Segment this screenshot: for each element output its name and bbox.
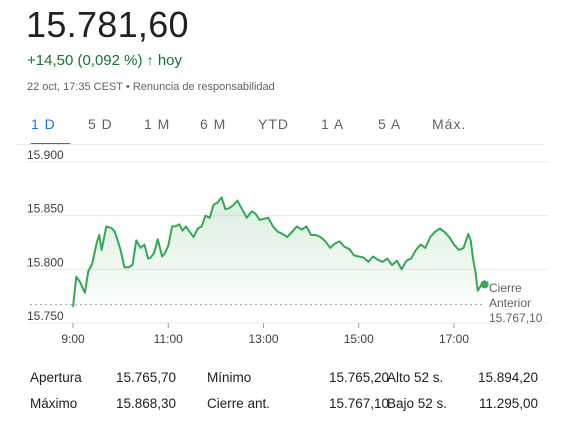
stat-value-minimo: 15.765,20 <box>328 370 389 385</box>
x-axis-ticks: 9:00 11:00 13:00 15:00 17:00 <box>61 323 469 346</box>
range-tabs: 1 D 5 D 1 M 6 M YTD 1 A 5 A Máx. <box>16 114 526 145</box>
price-area-fill <box>73 197 482 307</box>
tab-5a[interactable]: 5 A <box>378 116 402 132</box>
separator-dot: • <box>126 81 130 93</box>
stat-value-bajo-52: 11.295,00 <box>478 396 538 411</box>
last-price-point <box>480 280 489 289</box>
x-tick-label: 15:00 <box>344 332 374 346</box>
tab-5d[interactable]: 5 D <box>88 116 113 132</box>
stat-label-bajo-52: Bajo 52 s. <box>387 396 448 411</box>
price-change-value: +14,50 (0,092 %) <box>27 52 143 69</box>
disclaimer-link[interactable]: Renuncia de responsabilidad <box>132 81 275 93</box>
tab-6m[interactable]: 6 M <box>200 116 227 132</box>
stat-value-apertura: 15.765,70 <box>115 370 176 385</box>
y-tick-label: 15.750 <box>27 309 64 323</box>
price-change: +14,50 (0,092 %) ↑ hoy <box>27 50 182 71</box>
tab-ytd[interactable]: YTD <box>258 116 289 132</box>
x-tick-label: 13:00 <box>248 332 278 346</box>
tabs-divider <box>16 144 543 145</box>
stat-label-cierre-ant: Cierre ant. <box>207 396 271 411</box>
timestamp: 22 oct, 17:35 CEST <box>27 81 123 93</box>
price-change-period: hoy <box>157 52 183 69</box>
stat-label-maximo: Máximo <box>30 396 78 411</box>
previous-close-label-line: Anterior <box>489 296 531 310</box>
y-tick-label: 15.850 <box>27 202 64 216</box>
price-chart[interactable]: 15.900 15.850 15.800 15.750 9:00 11:00 13:00 1… <box>0 150 561 350</box>
tab-1d[interactable]: 1 D <box>31 116 56 132</box>
x-tick-label: 17:00 <box>439 332 469 346</box>
y-axis-ticks: 15.900 15.850 15.800 15.750 <box>27 150 64 323</box>
price-meta: 22 oct, 17:35 CEST • Renuncia de responsab… <box>27 80 275 94</box>
current-price: 15.781,60 <box>26 4 189 45</box>
tab-max[interactable]: Máx. <box>432 116 467 132</box>
previous-close-label-line: 15.767,10 <box>489 311 543 325</box>
stat-value-alto-52: 15.894,20 <box>477 370 538 385</box>
x-tick-label: 11:00 <box>154 332 183 346</box>
stat-value-maximo: 15.868,30 <box>115 396 176 411</box>
arrow-up-icon: ↑ <box>146 52 154 68</box>
y-tick-label: 15.800 <box>27 255 64 269</box>
stat-label-minimo: Mínimo <box>207 370 252 385</box>
tab-1m[interactable]: 1 M <box>144 116 171 132</box>
stat-label-apertura: Apertura <box>30 370 82 385</box>
stat-value-cierre-ant: 15.767,10 <box>328 396 389 411</box>
x-tick-label: 9:00 <box>61 332 85 346</box>
previous-close-label-line: Cierre <box>489 281 522 295</box>
price-line <box>72 196 483 308</box>
y-tick-label: 15.900 <box>27 150 64 162</box>
tab-1a[interactable]: 1 A <box>321 116 345 132</box>
stat-label-alto-52: Alto 52 s. <box>387 370 444 385</box>
